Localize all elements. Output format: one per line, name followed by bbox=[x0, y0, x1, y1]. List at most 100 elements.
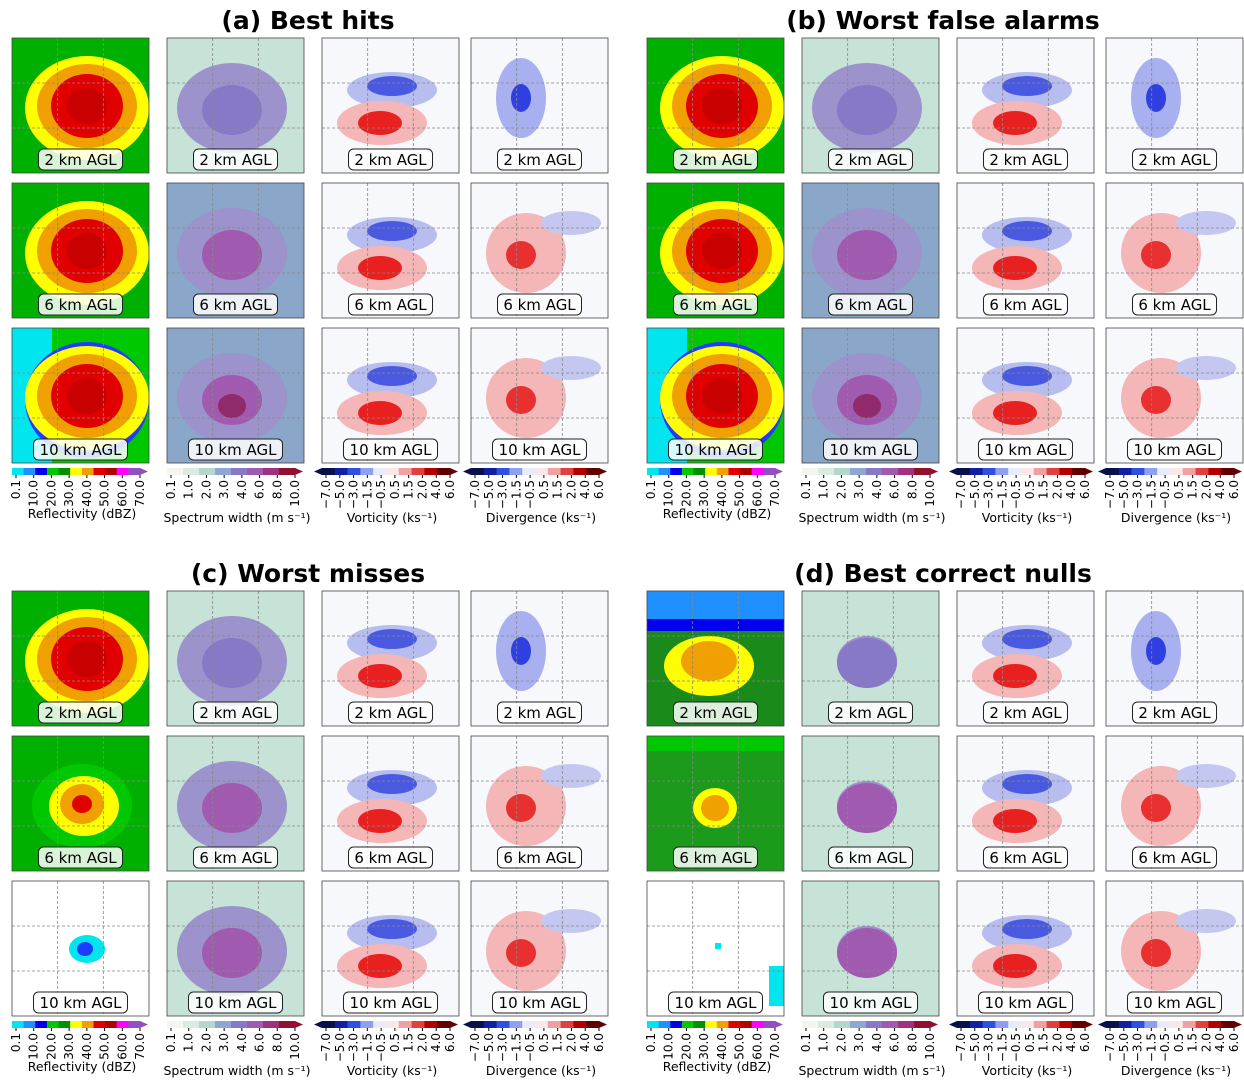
colorbar-segment bbox=[1221, 468, 1234, 475]
colorbar-arrow bbox=[949, 1021, 957, 1028]
colorbar-segment bbox=[548, 1021, 561, 1028]
colorbar-segment bbox=[1196, 468, 1209, 475]
echo bbox=[367, 221, 417, 241]
colorbar-tick-label: −0.5 bbox=[1009, 480, 1023, 509]
colorbar-tick-label: −1.5 bbox=[360, 480, 374, 509]
colorbar-tick-label: 0.1 bbox=[164, 480, 178, 499]
colorbar-segment bbox=[247, 1021, 264, 1028]
colorbar-tick-label: −1.5 bbox=[360, 1033, 374, 1062]
height-label: 6 km AGL bbox=[989, 849, 1062, 867]
colorbar-tick-label: −0.5 bbox=[374, 1033, 388, 1062]
colorbar-tick-label: 1.5 bbox=[551, 1033, 565, 1052]
height-label: 6 km AGL bbox=[834, 296, 907, 314]
colorbar-segment bbox=[763, 1021, 775, 1028]
colorbar-tick-label: −3.0 bbox=[347, 1033, 361, 1062]
colorbar-segment bbox=[763, 468, 775, 475]
colorbar-segment bbox=[335, 468, 348, 475]
echo bbox=[541, 356, 601, 380]
colorbar-segment bbox=[231, 468, 248, 475]
colorbar-label: Spectrum width (m s⁻¹) bbox=[164, 1063, 311, 1078]
height-label: 2 km AGL bbox=[679, 151, 752, 169]
colorbar-segment bbox=[70, 468, 82, 475]
colorbar-tick-label: 0.5 bbox=[537, 1033, 551, 1052]
colorbar-tick-label: −1.5 bbox=[995, 480, 1009, 509]
colorbar-segment bbox=[970, 468, 983, 475]
colorbar-segment bbox=[561, 468, 574, 475]
echo bbox=[1002, 919, 1052, 939]
colorbar-segment bbox=[128, 468, 140, 475]
echo bbox=[67, 233, 107, 269]
echo bbox=[506, 794, 536, 822]
colorbar-segment bbox=[437, 468, 450, 475]
colorbar-tick-label: −5.0 bbox=[968, 480, 982, 509]
colorbar-tick-label: 60.0 bbox=[750, 1033, 764, 1060]
echo bbox=[511, 84, 531, 112]
height-label: 2 km AGL bbox=[989, 151, 1062, 169]
colorbar-segment bbox=[850, 468, 867, 475]
colorbar-arrow bbox=[295, 468, 303, 475]
colorbar-segment bbox=[1183, 468, 1196, 475]
colorbar-segment bbox=[1170, 1021, 1183, 1028]
echo bbox=[993, 111, 1037, 135]
height-label: 6 km AGL bbox=[199, 296, 272, 314]
echo bbox=[837, 783, 897, 833]
echo bbox=[202, 928, 262, 978]
colorbar-segment bbox=[1119, 468, 1132, 475]
echo bbox=[1146, 84, 1166, 112]
colorbar-tick-label: 6.0 bbox=[253, 1033, 267, 1052]
colorbar-segment bbox=[183, 468, 200, 475]
colorbar-segment bbox=[335, 1021, 348, 1028]
colorbar-segment bbox=[471, 468, 484, 475]
colorbar-tick-label: 1.5 bbox=[1037, 1033, 1051, 1052]
colorbar-tick-label: −5.0 bbox=[1117, 480, 1131, 509]
colorbar-tick-label: 40.0 bbox=[715, 480, 729, 507]
colorbar-segment bbox=[322, 468, 335, 475]
echo bbox=[769, 966, 784, 1006]
echo bbox=[218, 394, 246, 418]
echo bbox=[681, 641, 737, 681]
colorbar-segment bbox=[717, 468, 729, 475]
colorbar-tick-label: 10.0 bbox=[27, 1033, 41, 1060]
colorbar-segment bbox=[995, 1021, 1008, 1028]
colorbar-tick-label: 3.0 bbox=[852, 480, 866, 499]
colorbar-tick-label: 6.0 bbox=[1078, 480, 1092, 499]
colorbar-tick-label: −5.0 bbox=[1117, 1033, 1131, 1062]
colorbar-tick-label: 0.1 bbox=[9, 1033, 23, 1052]
height-label: 2 km AGL bbox=[834, 704, 907, 722]
colorbar-segment bbox=[586, 468, 599, 475]
height-label: 10 km AGL bbox=[675, 441, 758, 459]
colorbar-segment bbox=[117, 1021, 129, 1028]
colorbar-segment bbox=[105, 1021, 117, 1028]
colorbar-tick-label: 8.0 bbox=[905, 480, 919, 499]
colorbar-segment bbox=[399, 468, 412, 475]
colorbar-segment bbox=[1157, 1021, 1170, 1028]
colorbar-segment bbox=[386, 1021, 399, 1028]
colorbar-tick-label: −1.5 bbox=[1144, 1033, 1158, 1062]
echo bbox=[67, 641, 107, 677]
colorbar-tick-label: 50.0 bbox=[733, 1033, 747, 1060]
colorbar-segment bbox=[199, 468, 216, 475]
height-label: 2 km AGL bbox=[503, 151, 576, 169]
height-label: 2 km AGL bbox=[44, 704, 117, 722]
colorbar-arrow bbox=[1098, 1021, 1106, 1028]
height-label: 10 km AGL bbox=[675, 994, 758, 1012]
colorbar-segment bbox=[386, 468, 399, 475]
colorbar-segment bbox=[167, 1021, 184, 1028]
colorbar-tick-label: 2.0 bbox=[415, 1033, 429, 1052]
colorbar-segment bbox=[914, 468, 931, 475]
colorbar-tick-label: 4.0 bbox=[1064, 480, 1078, 499]
height-label: 6 km AGL bbox=[834, 849, 907, 867]
height-label: 10 km AGL bbox=[350, 994, 433, 1012]
colorbar-segment bbox=[1132, 468, 1145, 475]
colorbar-arrow bbox=[930, 468, 938, 475]
colorbar-tick-label: 3.0 bbox=[217, 1033, 231, 1052]
echo bbox=[1141, 386, 1171, 414]
colorbar-segment bbox=[647, 468, 659, 475]
height-label: 2 km AGL bbox=[354, 704, 427, 722]
colorbar-tick-label: 4.0 bbox=[1064, 1033, 1078, 1052]
colorbar-segment bbox=[705, 1021, 717, 1028]
colorbar-label: Vorticity (ks⁻¹) bbox=[347, 1063, 437, 1078]
echo bbox=[358, 256, 402, 280]
echo bbox=[506, 386, 536, 414]
echo bbox=[541, 764, 601, 788]
